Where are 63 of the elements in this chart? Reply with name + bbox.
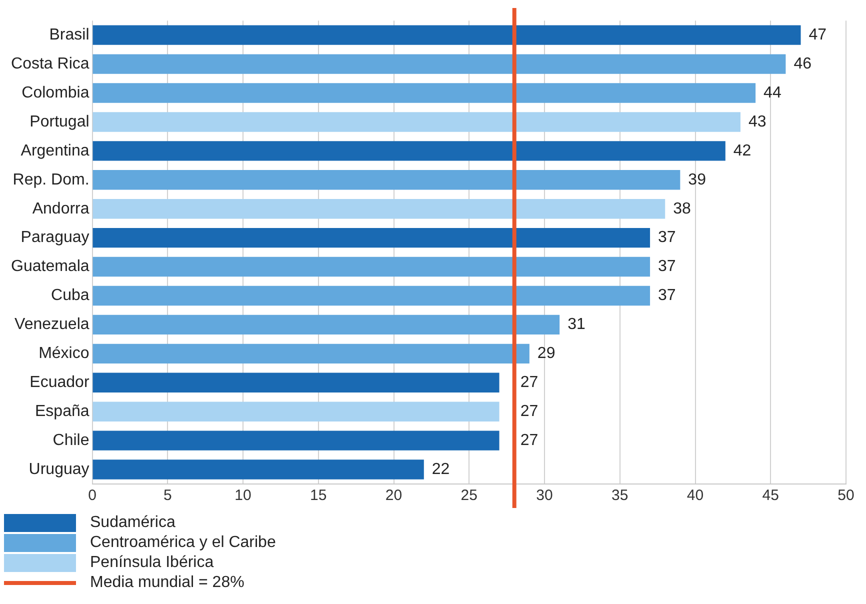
bar	[92, 402, 500, 422]
legend-label: Media mundial = 28%	[90, 574, 244, 592]
data-label: 37	[658, 258, 676, 276]
x-tick-label: 35	[612, 487, 628, 504]
x-tick-label: 0	[88, 487, 96, 504]
data-label: 37	[658, 287, 676, 304]
legend-label: Sudamérica	[90, 514, 176, 532]
x-tick-label: 15	[310, 487, 327, 504]
x-tick-label: 50	[838, 487, 854, 504]
bar	[92, 25, 801, 45]
y-tick-label: Chile	[52, 432, 90, 449]
bar	[92, 460, 424, 480]
y-tick-label: Guatemala	[11, 258, 90, 276]
y-tick-label: Andorra	[32, 200, 90, 218]
y-tick-label: Uruguay	[28, 460, 90, 478]
y-tick-label: Paraguay	[20, 229, 90, 246]
bar	[92, 54, 786, 74]
data-label: 39	[688, 171, 706, 188]
x-tick-label: 45	[762, 487, 779, 504]
bar	[92, 228, 650, 248]
x-tick-label: 30	[536, 487, 553, 504]
bar	[92, 286, 650, 306]
data-label: 47	[808, 26, 827, 44]
bar	[92, 344, 530, 364]
y-tick-label: Costa Rica	[11, 55, 90, 72]
data-label: 27	[520, 403, 538, 420]
x-tick-label: 10	[234, 487, 252, 504]
y-tick-label: Ecuador	[30, 374, 90, 392]
y-tick-label: Venezuela	[14, 316, 90, 334]
y-tick-label: México	[38, 345, 90, 362]
data-label: 22	[432, 460, 450, 478]
data-label: 37	[658, 229, 676, 246]
y-tick-label: Argentina	[20, 142, 90, 160]
data-label: 31	[568, 316, 586, 334]
y-tick-label: España	[35, 403, 90, 420]
bar	[92, 199, 666, 219]
data-label: 46	[794, 55, 812, 72]
legend-label: Centroamérica y el Caribe	[90, 534, 276, 552]
x-tick-label: 5	[163, 487, 172, 504]
bar	[92, 112, 740, 132]
y-tick-label: Portugal	[30, 113, 90, 130]
y-tick-label: Colombia	[22, 84, 90, 102]
data-label: 42	[733, 142, 752, 160]
bar	[92, 141, 726, 161]
bar	[92, 170, 680, 190]
bar	[92, 83, 756, 103]
bar	[92, 314, 560, 335]
x-tick-label: 25	[460, 487, 478, 504]
bar	[92, 430, 500, 450]
x-tick-label: 20	[385, 487, 402, 504]
y-tick-label: Cuba	[51, 287, 90, 304]
bar	[92, 372, 500, 392]
bar	[92, 256, 650, 277]
data-label: 43	[748, 113, 766, 130]
x-tick-label: 40	[686, 487, 704, 504]
data-label: 44	[764, 84, 782, 102]
y-tick-label: Rep. Dom.	[12, 171, 90, 188]
data-label: 29	[537, 345, 556, 362]
data-label: 27	[520, 432, 538, 449]
data-label: 27	[520, 374, 538, 392]
data-label: 38	[673, 200, 691, 218]
y-tick-label: Brasil	[49, 26, 90, 44]
legend-label: Península Ibérica	[90, 554, 214, 572]
